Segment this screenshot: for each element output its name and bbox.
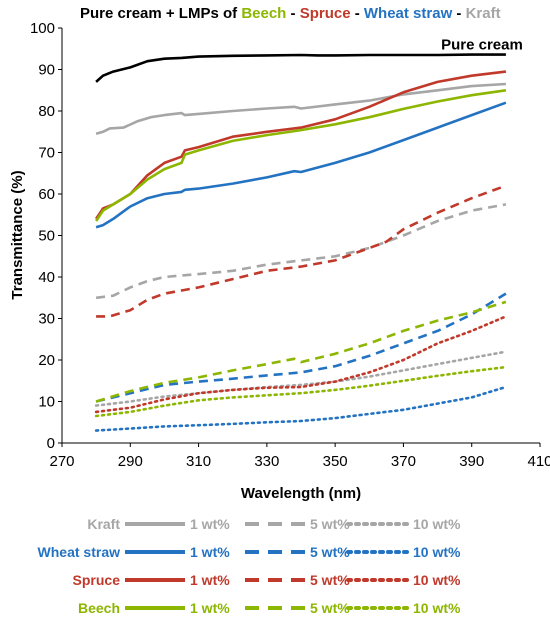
y-tick-label: 10 — [38, 394, 55, 411]
title-part-4: Wheat straw — [364, 5, 453, 22]
y-tick-label: 80 — [38, 103, 55, 120]
legend: Kraft 1 wt% 5 wt% 10 wt% Wheat straw 1 wt% 5 w… — [38, 516, 461, 616]
legend-column-label: 5 wt% — [310, 572, 350, 588]
legend-row-label: Kraft — [87, 516, 120, 532]
series-line-kraft-5-wt — [95, 203, 507, 300]
x-tick-label: 270 — [49, 453, 74, 470]
x-tick-label: 410 — [527, 453, 550, 470]
x-tick-label: 350 — [323, 453, 348, 470]
legend-column-label: 1 wt% — [190, 600, 230, 616]
title-prefix: Pure cream + LMPs of — [80, 5, 241, 22]
y-tick-label: 40 — [38, 269, 55, 286]
legend-column-label: 1 wt% — [190, 544, 230, 560]
title-part-0: Beech — [241, 5, 286, 22]
chart-title: Pure cream + LMPs of Beech - Spruce - Wh… — [80, 5, 501, 22]
legend-column-label: 5 wt% — [310, 516, 350, 532]
axes: 0 10 20 30 40 50 60 70 80 90 100 270 290 310 330 350 370… — [30, 20, 550, 470]
title-part-1: - — [286, 5, 299, 22]
pure-cream-annotation: Pure cream — [441, 37, 523, 54]
legend-column-label: 10 wt% — [413, 516, 461, 532]
x-tick-label: 330 — [254, 453, 279, 470]
y-tick-label: 100 — [30, 20, 55, 37]
series-layer — [94, 53, 508, 432]
series-line-wheat-straw-5-wt — [95, 292, 507, 403]
y-tick-label: 30 — [38, 311, 55, 328]
series-line-pure-cream — [95, 53, 506, 83]
legend-column-label: 10 wt% — [413, 572, 461, 588]
y-tick-label: 60 — [38, 186, 55, 203]
legend-column-label: 10 wt% — [413, 544, 461, 560]
x-tick-label: 370 — [391, 453, 416, 470]
title-part-2: Spruce — [300, 5, 351, 22]
y-tick-label: 90 — [38, 62, 55, 79]
legend-column-label: 1 wt% — [190, 516, 230, 532]
legend-row-label: Beech — [78, 600, 120, 616]
series-line-beech-10-wt — [94, 365, 508, 418]
title-part-5: - — [452, 5, 465, 22]
legend-column-label: 5 wt% — [310, 600, 350, 616]
x-axis-title: Wavelength (nm) — [241, 485, 361, 502]
legend-row-label: Spruce — [73, 572, 121, 588]
legend-column-label: 5 wt% — [310, 544, 350, 560]
legend-column-label: 1 wt% — [190, 572, 230, 588]
series-line-kraft-10-wt — [94, 350, 508, 407]
series-line-wheat-straw-1-wt — [95, 101, 507, 229]
series-line-spruce-5-wt — [96, 184, 507, 318]
y-tick-label: 0 — [47, 435, 55, 452]
y-tick-label: 20 — [38, 352, 55, 369]
title-part-3: - — [351, 5, 364, 22]
title-part-6: Kraft — [466, 5, 501, 22]
y-tick-label: 70 — [38, 145, 55, 162]
x-tick-label: 310 — [186, 453, 211, 470]
legend-row-label: Wheat straw — [38, 544, 121, 560]
legend-column-label: 10 wt% — [413, 600, 461, 616]
series-line-beech-1-wt — [95, 89, 507, 222]
y-tick-label: 50 — [38, 228, 55, 245]
x-tick-label: 390 — [459, 453, 484, 470]
series-line-spruce-10-wt — [94, 315, 508, 414]
series-line-wheat-straw-10-wt — [94, 385, 508, 432]
series-line-beech-5-wt — [95, 300, 507, 403]
y-axis-title: Transmittance (%) — [9, 170, 26, 299]
x-tick-label: 290 — [118, 453, 143, 470]
